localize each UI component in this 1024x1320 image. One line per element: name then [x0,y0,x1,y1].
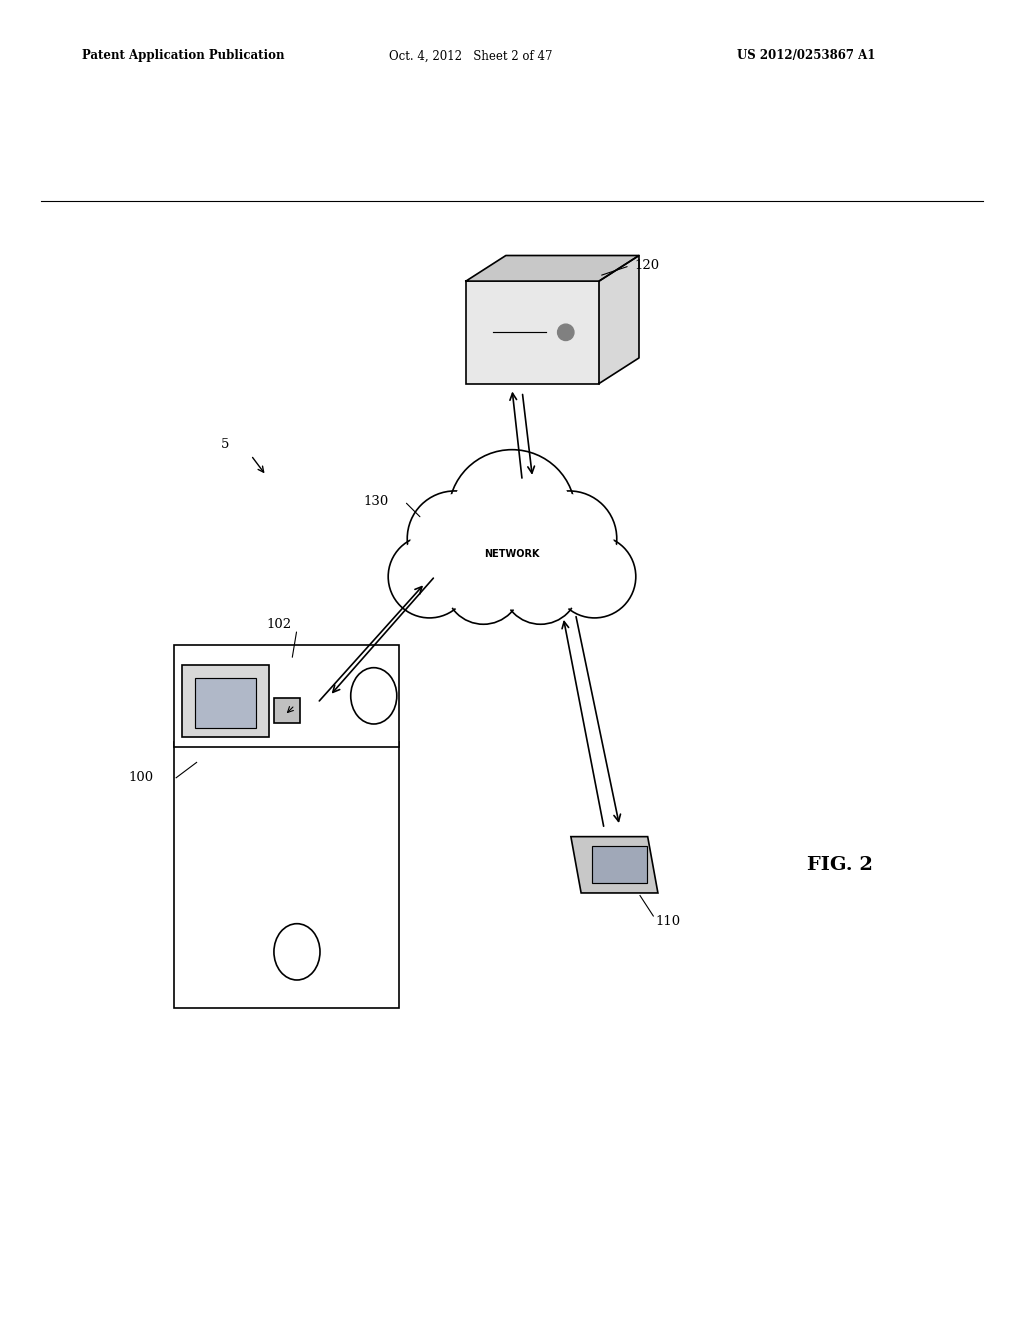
Bar [174,644,399,747]
Bar [182,665,269,737]
FancyBboxPatch shape [466,281,599,384]
Polygon shape [571,837,657,892]
Circle shape [553,536,636,618]
Text: 130: 130 [364,495,389,508]
Bar [195,678,256,727]
Circle shape [411,495,499,582]
Circle shape [477,529,547,599]
Circle shape [521,491,616,586]
Circle shape [557,539,633,615]
Text: Oct. 4, 2012   Sheet 2 of 47: Oct. 4, 2012 Sheet 2 of 47 [389,49,553,62]
Circle shape [449,552,518,622]
FancyBboxPatch shape [592,846,647,883]
Circle shape [454,455,570,572]
Bar [174,742,399,1008]
Circle shape [480,532,544,597]
Circle shape [408,491,503,586]
Text: 120: 120 [635,259,660,272]
Circle shape [525,495,613,582]
Circle shape [388,536,471,618]
Circle shape [557,325,573,341]
Ellipse shape [274,924,321,979]
Text: Patent Application Publication: Patent Application Publication [82,49,285,62]
Circle shape [506,552,575,622]
Circle shape [503,548,579,624]
Polygon shape [466,256,639,281]
Text: 102: 102 [266,618,292,631]
Text: NETWORK: NETWORK [484,549,540,560]
Bar [274,698,300,723]
Ellipse shape [350,668,397,723]
Circle shape [445,548,521,624]
Text: 5: 5 [221,438,229,451]
Circle shape [391,539,467,615]
Text: FIG. 2: FIG. 2 [807,855,872,874]
Text: US 2012/0253867 A1: US 2012/0253867 A1 [737,49,876,62]
Text: 100: 100 [128,771,154,784]
Polygon shape [599,256,639,384]
Text: 110: 110 [655,915,681,928]
Circle shape [449,450,575,577]
